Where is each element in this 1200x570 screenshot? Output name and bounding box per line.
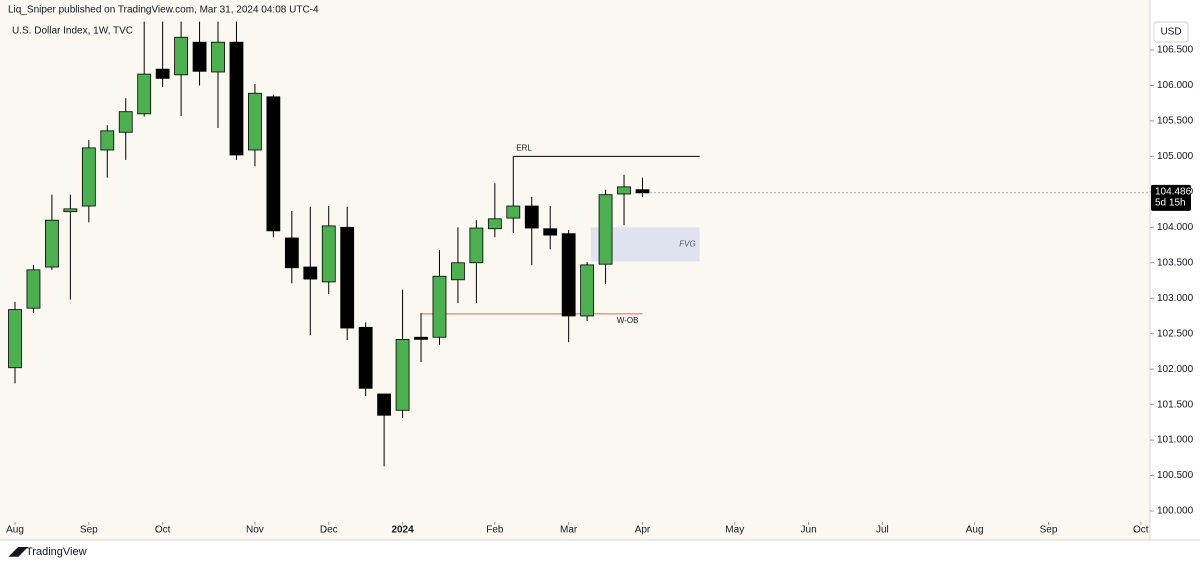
x-tick-label: Mar — [560, 525, 578, 536]
candle-body — [174, 36, 189, 76]
y-tick-label: 102.500 — [1157, 328, 1194, 339]
candle-body — [137, 73, 152, 115]
candle-body — [266, 96, 281, 232]
y-tick-label: 105.500 — [1157, 116, 1194, 127]
y-tick-label: 105.000 — [1157, 151, 1194, 162]
x-tick-label: Aug — [6, 525, 24, 536]
candle-body — [451, 262, 465, 281]
candle-body — [487, 218, 502, 230]
candle-body — [617, 186, 631, 195]
candle-body — [524, 205, 539, 229]
candle-body — [580, 264, 595, 317]
y-tick-label: 103.500 — [1157, 257, 1194, 268]
y-tick-label: 101.000 — [1157, 435, 1194, 446]
x-tick-label: Jul — [876, 525, 889, 536]
annotation-label: ERL — [516, 143, 532, 152]
currency[interactable]: USD — [1160, 27, 1181, 38]
x-tick-label: Sep — [1040, 525, 1058, 536]
candle-body — [211, 41, 225, 73]
candle-body — [284, 237, 299, 269]
candle-body — [303, 266, 318, 280]
candle-body — [321, 225, 336, 283]
publisher: Liq_Sniper published on TradingView.com,… — [8, 5, 319, 16]
countdown: 5d 15h — [1155, 197, 1186, 208]
y-tick-label: 106.500 — [1157, 45, 1194, 56]
candle-body — [229, 41, 244, 156]
candle-body — [340, 226, 355, 329]
candle-body — [155, 68, 170, 79]
annotation-label: FVG — [679, 239, 695, 248]
x-tick-label: Oct — [155, 525, 171, 536]
x-tick-label: Feb — [486, 525, 504, 536]
candle-body — [506, 205, 521, 219]
x-tick-label: Jun — [801, 525, 817, 536]
candle-body — [63, 208, 78, 213]
footer: TradingView — [26, 546, 87, 558]
candle-body — [248, 92, 262, 151]
candle-body — [432, 275, 447, 338]
candle-body — [81, 147, 96, 207]
annotation-label: W-OB — [617, 316, 639, 325]
x-tick-label: Oct — [1133, 525, 1149, 536]
candle-body — [358, 326, 373, 389]
x-tick-label: Nov — [246, 525, 264, 536]
candle-body — [26, 269, 41, 309]
y-tick-label: 106.000 — [1157, 80, 1194, 91]
candle-body — [635, 189, 650, 194]
candle-body — [561, 233, 576, 317]
currency-box[interactable] — [1153, 21, 1189, 43]
y-tick-label: 102.000 — [1157, 364, 1194, 375]
candle-body — [377, 393, 392, 416]
last-price: 104.486 — [1155, 186, 1192, 197]
y-tick-label: 101.500 — [1157, 399, 1194, 410]
x-tick-label: Apr — [635, 525, 651, 536]
y-tick-label: 103.000 — [1157, 293, 1194, 304]
x-tick-label: Aug — [966, 525, 984, 536]
x-tick-label: May — [725, 525, 744, 536]
x-tick-label: Sep — [80, 525, 98, 536]
y-tick-label: 104.000 — [1157, 222, 1194, 233]
y-tick-label: 100.500 — [1157, 470, 1194, 481]
candle-body — [598, 194, 613, 265]
y-tick-label: 100.000 — [1157, 506, 1194, 517]
candle-body — [414, 336, 428, 340]
candle-body — [543, 228, 558, 236]
candle-body — [192, 41, 207, 72]
candle-body — [469, 227, 484, 264]
x-tick-label: 2024 — [391, 525, 414, 536]
chart-title: U.S. Dollar Index, 1W, TVC — [12, 26, 133, 37]
candle-body — [100, 130, 115, 151]
candle-body — [8, 309, 22, 369]
x-tick-label: Dec — [320, 525, 338, 536]
candle-body — [118, 111, 133, 133]
logo: ◢◤ — [8, 544, 28, 558]
candle-body — [45, 219, 59, 268]
plot — [8, 21, 700, 467]
candle-body — [395, 338, 410, 411]
last-price-box — [1151, 184, 1191, 211]
